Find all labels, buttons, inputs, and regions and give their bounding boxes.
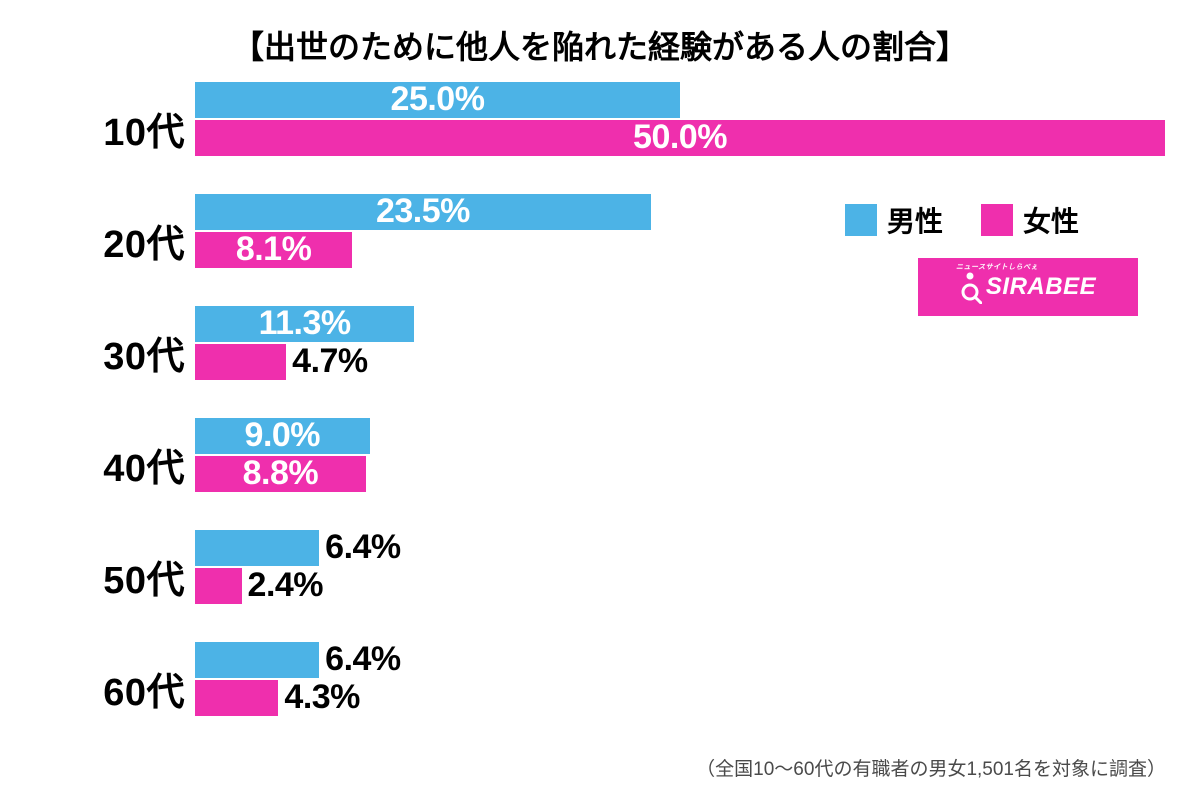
legend-label-male: 男性 [887, 200, 943, 240]
chart-legend: 男性 女性 [845, 200, 1079, 240]
value-label-female: 4.3% [284, 678, 360, 717]
legend-label-female: 女性 [1023, 200, 1079, 240]
y-axis-label: 50代 [45, 549, 185, 604]
y-axis-label: 20代 [45, 213, 185, 268]
value-label-male: 6.4% [325, 528, 401, 567]
value-label-female: 8.8% [195, 454, 366, 493]
bar-female [195, 568, 242, 604]
chart-footnote: （全国10〜60代の有職者の男女1,501名を対象に調査） [696, 754, 1166, 781]
y-axis-label: 40代 [45, 437, 185, 492]
value-label-female: 8.1% [195, 230, 352, 269]
value-label-female: 50.0% [195, 118, 1165, 157]
y-axis-label: 30代 [45, 325, 185, 380]
value-label-male: 25.0% [195, 80, 680, 119]
sirabee-logo-badge: ニュースサイトしらべぇ SIRABEE [918, 258, 1138, 316]
bar-female [195, 344, 286, 380]
value-label-male: 9.0% [195, 416, 370, 455]
legend-swatch-female [981, 204, 1013, 236]
y-axis-label: 60代 [45, 661, 185, 716]
legend-swatch-male [845, 204, 877, 236]
value-label-male: 11.3% [195, 304, 414, 343]
y-axis-label: 10代 [45, 101, 185, 156]
value-label-male: 6.4% [325, 640, 401, 679]
chart-title: 【出世のために他人を陥れた経験がある人の割合】 [0, 22, 1200, 68]
value-label-female: 2.4% [248, 566, 324, 605]
bar-female [195, 680, 278, 716]
sirabee-logo-subtext: ニュースサイトしらべぇ [956, 262, 1038, 272]
value-label-female: 4.7% [292, 342, 368, 381]
chart-plot-area: 10代 25.0%50.0% 20代 23.5%8.1% 30代 11.3%4.7% 40代… [45, 82, 1165, 742]
sirabee-logo-text: SIRABEE [986, 273, 1096, 301]
bar-male [195, 642, 319, 678]
value-label-male: 23.5% [195, 192, 651, 231]
sirabee-logo-icon [960, 270, 982, 304]
bar-male [195, 530, 319, 566]
